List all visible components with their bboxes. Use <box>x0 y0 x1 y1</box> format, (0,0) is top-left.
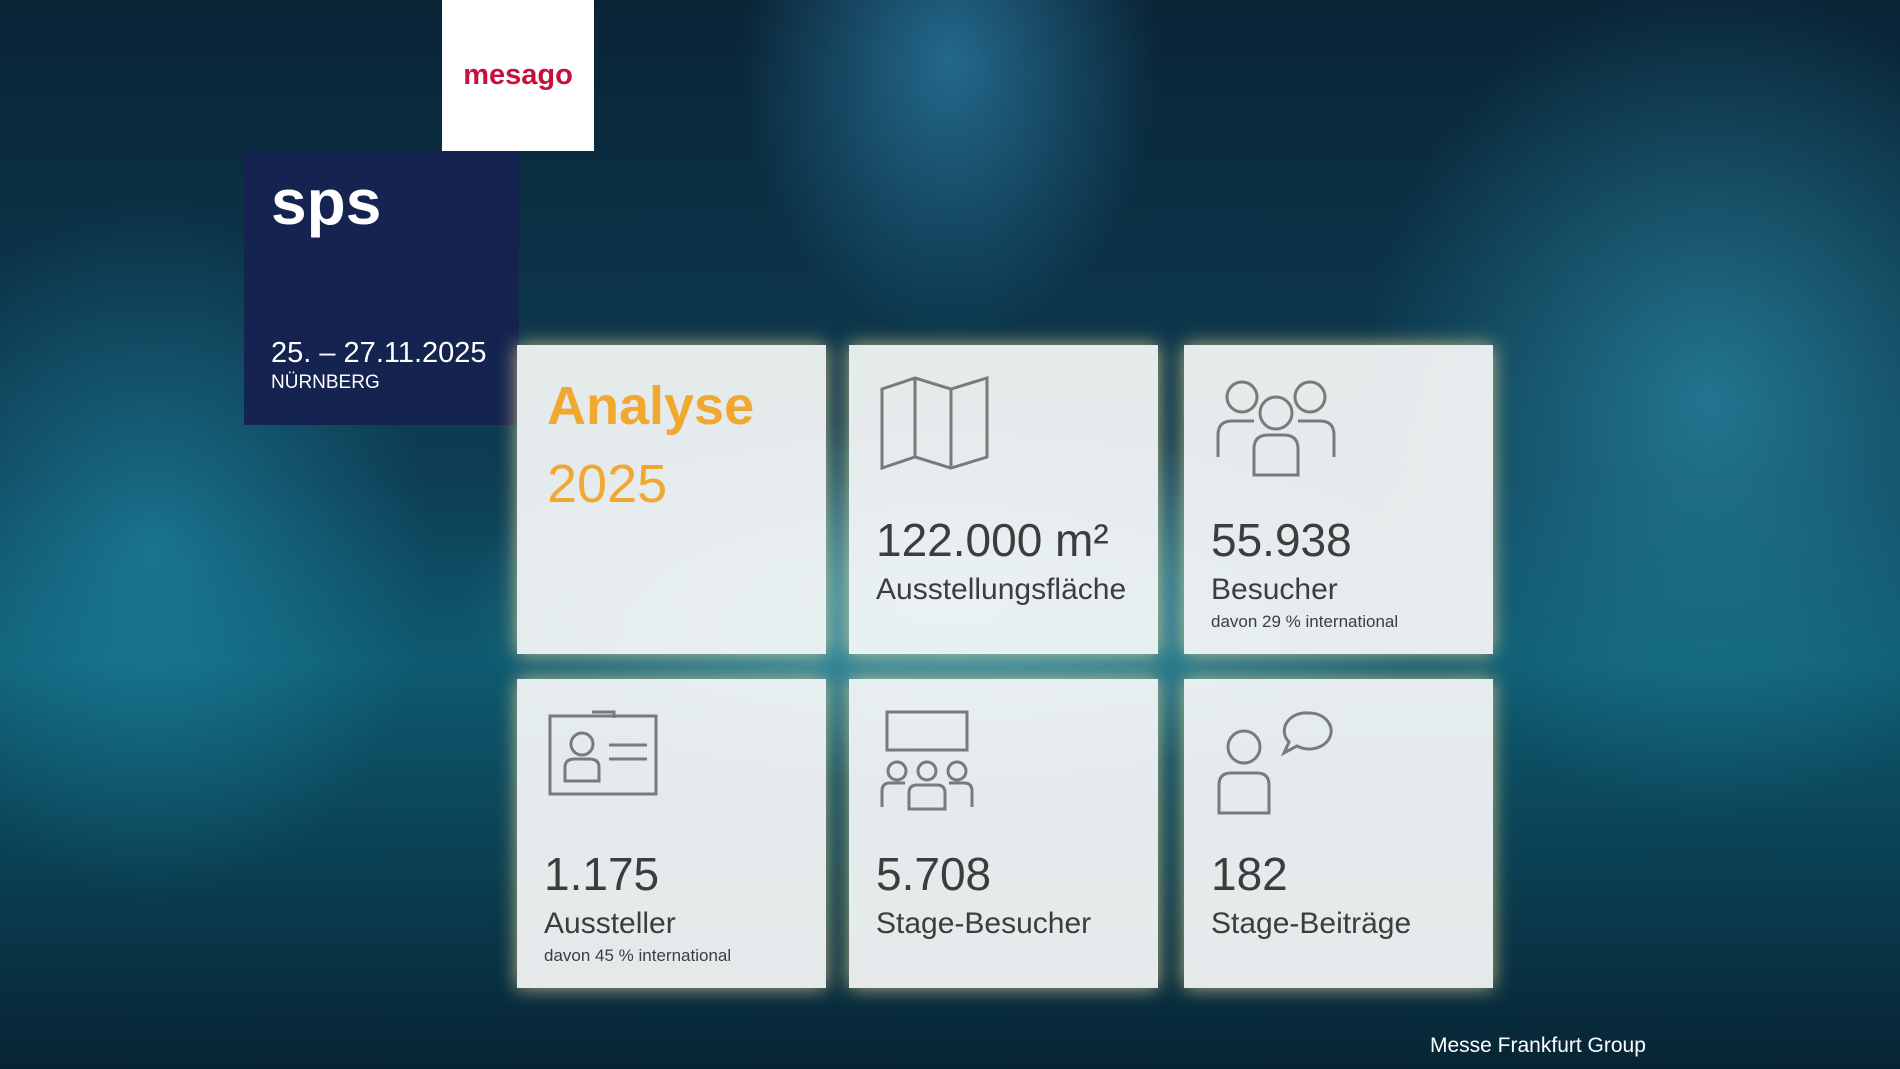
stat-value: 122.000 m² <box>876 514 1109 566</box>
title: Analyse <box>547 376 755 436</box>
visitors-icon <box>1216 380 1336 477</box>
stat-tile: 182 Stage-Beiträge <box>1184 679 1493 988</box>
stat-value: 182 <box>1211 848 1288 900</box>
stat-note: davon 45 % international <box>544 946 732 965</box>
event-location: NÜRNBERG <box>271 372 380 393</box>
footer: Messe Frankfurt Group <box>1430 1034 1646 1057</box>
event-date: 25. – 27.11.2025 <box>271 337 487 369</box>
stat-tile: 122.000 m² Ausstellungsfläche <box>849 345 1158 654</box>
brand-box: sps 25. – 27.11.2025 NÜRNBERG <box>244 151 519 425</box>
map-icon <box>880 375 989 471</box>
stat-label: Ausstellungsfläche <box>876 573 1127 606</box>
stat-value: 1.175 <box>544 848 660 900</box>
brand-name: sps <box>271 166 382 238</box>
stat-tile: 1.175 Aussteller davon 45 % internationa… <box>517 679 826 988</box>
stat-tile: 55.938 Besucher davon 29 % international <box>1184 345 1493 654</box>
stage-icon <box>880 710 974 811</box>
speaker-icon <box>1217 711 1333 815</box>
logo: mesago <box>442 0 594 151</box>
stat-note: davon 29 % international <box>1211 612 1399 631</box>
title-tile: Analyse 2025 <box>517 345 826 654</box>
stat-label: Stage-Besucher <box>876 907 1092 940</box>
stat-label: Besucher <box>1211 573 1338 606</box>
stat-label: Aussteller <box>544 907 676 940</box>
stat-value: 5.708 <box>876 848 992 900</box>
year: 2025 <box>547 454 668 514</box>
stat-label: Stage-Beiträge <box>1211 907 1412 940</box>
badge-icon <box>548 710 658 796</box>
stat-tile: 5.708 Stage-Besucher <box>849 679 1158 988</box>
stat-value: 55.938 <box>1211 514 1352 566</box>
